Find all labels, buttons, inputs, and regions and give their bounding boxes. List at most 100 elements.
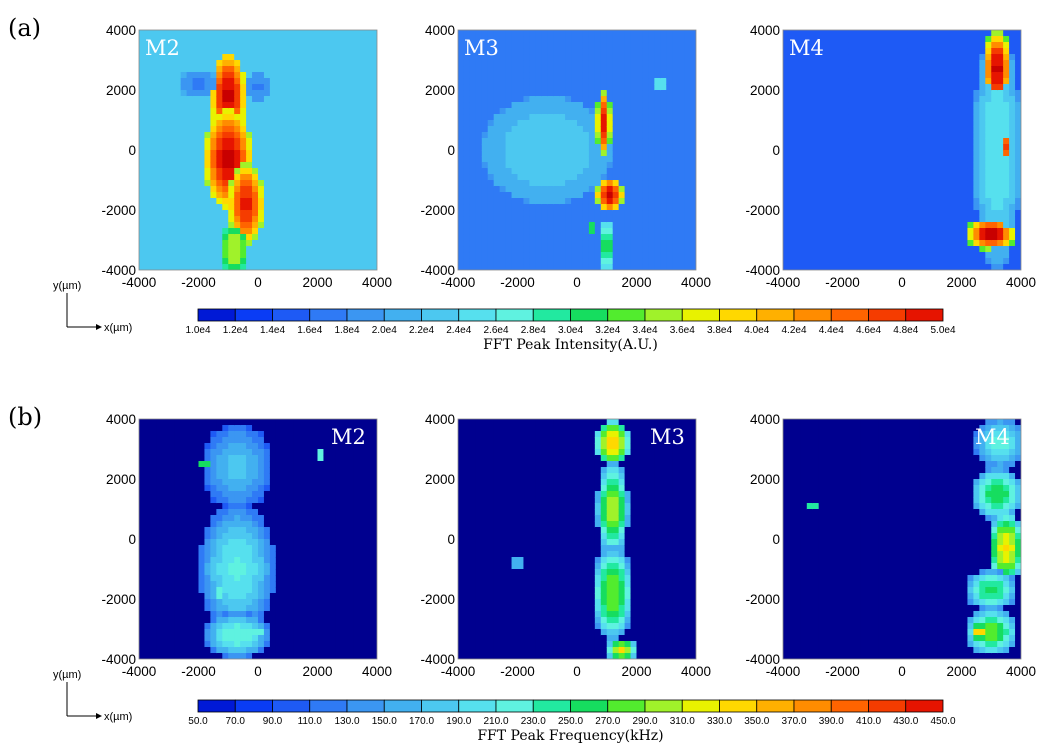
- heatmap-cell: [824, 216, 832, 223]
- heatmap-cell: [630, 186, 638, 193]
- heatmap-cell: [1015, 156, 1021, 163]
- heatmap-cell: [654, 120, 661, 127]
- heatmap-cell: [624, 42, 632, 49]
- heatmap-cell: [323, 174, 330, 181]
- heatmap-cell: [222, 36, 229, 43]
- heatmap-cell: [323, 96, 330, 103]
- heatmap-cell: [222, 234, 229, 241]
- heatmap-cell: [469, 138, 477, 145]
- heatmap-cell: [541, 180, 548, 187]
- heatmap-cell: [565, 126, 572, 133]
- heatmap-cell: [144, 509, 152, 516]
- heatmap-cell: [860, 168, 867, 175]
- heatmap-cell: [973, 150, 980, 157]
- heatmap-cell: [458, 66, 465, 73]
- heatmap-cell: [571, 246, 578, 253]
- heatmap-cell: [806, 72, 814, 79]
- heatmap-cell: [139, 527, 146, 534]
- heatmap-cell: [139, 132, 146, 139]
- heatmap-cell: [788, 54, 796, 61]
- heatmap-cell: [1003, 204, 1010, 211]
- heatmap-cell: [198, 156, 206, 163]
- heatmap-cell: [571, 240, 578, 247]
- heatmap-cell: [582, 108, 590, 115]
- heatmap-cell: [281, 198, 289, 205]
- heatmap-cell: [210, 264, 217, 270]
- heatmap-cell: [353, 240, 360, 247]
- heatmap-cell: [648, 78, 655, 85]
- heatmap-cell: [666, 66, 673, 73]
- heatmap-cell: [860, 126, 867, 133]
- heatmap-cell: [848, 156, 855, 163]
- heatmap-cell: [997, 264, 1004, 270]
- heatmap-cell: [535, 192, 542, 199]
- heatmap-cell: [511, 144, 519, 151]
- heatmap-cell: [535, 252, 542, 259]
- heatmap-cell: [997, 108, 1004, 115]
- heatmap-cell: [240, 72, 247, 79]
- heatmap-cell: [287, 162, 295, 169]
- heatmap-cell: [469, 48, 477, 55]
- heatmap-cell: [258, 126, 265, 133]
- heatmap-cell: [493, 78, 501, 85]
- heatmap-cell: [365, 120, 372, 127]
- heatmap-cell: [919, 48, 927, 55]
- heatmap-cell: [1009, 126, 1016, 133]
- heatmap-cell: [559, 252, 566, 259]
- heatmap-cell: [961, 240, 969, 247]
- heatmap-cell: [529, 72, 536, 79]
- heatmap-cell: [582, 198, 590, 205]
- heatmap-cell: [263, 186, 271, 193]
- heatmap-cell: [925, 192, 933, 199]
- heatmap-cell: [505, 156, 513, 163]
- heatmap-cell: [210, 222, 217, 229]
- heatmap-cell: [884, 258, 891, 265]
- heatmap-cell: [943, 78, 951, 85]
- heatmap-cell: [144, 647, 152, 654]
- heatmap-cell: [210, 36, 217, 43]
- heatmap-cell: [997, 228, 1004, 235]
- heatmap-cell: [866, 66, 873, 73]
- heatmap-cell: [1015, 264, 1021, 270]
- heatmap-cell: [925, 138, 933, 145]
- heatmap-cell: [1015, 162, 1021, 169]
- heatmap-cell: [872, 60, 879, 67]
- heatmap-cell: [690, 54, 696, 61]
- heatmap-cell: [553, 186, 560, 193]
- heatmap-cell: [529, 204, 536, 211]
- heatmap-cell: [890, 252, 897, 259]
- heatmap-cell: [341, 186, 348, 193]
- heatmap-cell: [896, 156, 903, 163]
- y-tick-label: -4000: [101, 263, 136, 278]
- heatmap-cell: [577, 30, 584, 37]
- heatmap-cell: [553, 144, 560, 151]
- heatmap-cell: [139, 503, 146, 510]
- heatmap-cell: [198, 90, 206, 97]
- heatmap-cell: [186, 204, 194, 211]
- heatmap-cell: [240, 42, 247, 49]
- heatmap-cell: [618, 216, 626, 223]
- heatmap-cell: [234, 156, 241, 163]
- heatmap-cell: [985, 264, 992, 270]
- heatmap-cell: [642, 258, 649, 265]
- heatmap-cell: [311, 114, 319, 121]
- heatmap-cell: [365, 36, 372, 43]
- heatmap-cell: [642, 30, 649, 37]
- heatmap-cell: [139, 216, 146, 223]
- heatmap-cell: [139, 186, 146, 193]
- heatmap-cell: [907, 162, 915, 169]
- heatmap-cell: [269, 42, 277, 49]
- heatmap-cell: [281, 48, 289, 55]
- heatmap-cell: [878, 240, 885, 247]
- heatmap-cell: [469, 264, 477, 270]
- heatmap-cell: [204, 144, 211, 151]
- heatmap-cell: [925, 180, 933, 187]
- heatmap-cell: [139, 72, 146, 79]
- heatmap-cell: [630, 66, 638, 73]
- heatmap-cell: [335, 96, 342, 103]
- heatmap-cell: [1015, 144, 1021, 151]
- heatmap-cell: [180, 180, 188, 187]
- heatmap-cell: [511, 156, 519, 163]
- heatmap-cell: [493, 192, 501, 199]
- heatmap-cell: [150, 563, 158, 570]
